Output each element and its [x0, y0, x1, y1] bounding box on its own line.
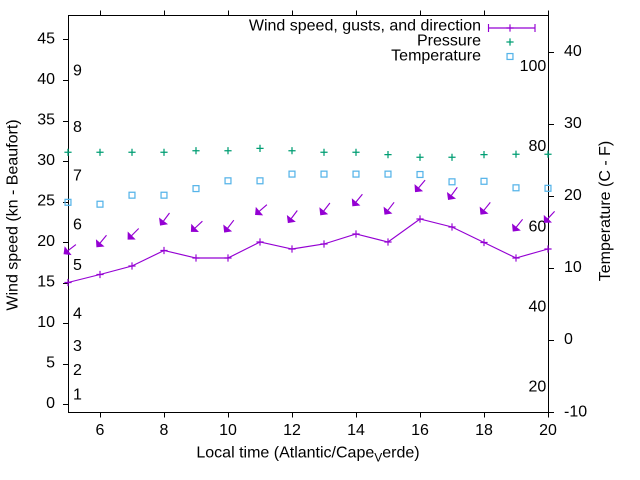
svg-text:Temperature (C - F): Temperature (C - F) [597, 141, 614, 281]
svg-text:8: 8 [160, 422, 169, 439]
svg-text:20: 20 [37, 233, 55, 250]
svg-text:20: 20 [529, 379, 547, 396]
svg-text:40: 40 [37, 71, 55, 88]
svg-text:100: 100 [520, 58, 547, 75]
svg-text:25: 25 [37, 193, 55, 210]
svg-text:Pressure: Pressure [417, 33, 481, 50]
svg-text:6: 6 [96, 422, 105, 439]
svg-text:20: 20 [539, 422, 557, 439]
svg-text:10: 10 [564, 259, 582, 276]
svg-text:5: 5 [73, 257, 82, 274]
svg-text:9: 9 [73, 62, 82, 79]
svg-text:10: 10 [37, 314, 55, 331]
svg-text:40: 40 [564, 43, 582, 60]
svg-text:35: 35 [37, 111, 55, 128]
svg-text:5: 5 [46, 355, 55, 372]
svg-text:10: 10 [219, 422, 237, 439]
svg-text:Wind speed, gusts, and directi: Wind speed, gusts, and direction [249, 18, 481, 35]
svg-text:40: 40 [529, 298, 547, 315]
svg-text:0: 0 [564, 331, 573, 348]
svg-text:-10: -10 [564, 403, 587, 420]
svg-text:45: 45 [37, 30, 55, 47]
svg-text:2: 2 [73, 362, 82, 379]
svg-text:80: 80 [529, 138, 547, 155]
svg-text:12: 12 [283, 422, 301, 439]
svg-text:Local time (Atlantic/CapeVerde: Local time (Atlantic/CapeVerde) [196, 444, 419, 464]
svg-text:8: 8 [73, 119, 82, 136]
svg-text:18: 18 [475, 422, 493, 439]
svg-text:60: 60 [529, 218, 547, 235]
svg-text:Temperature: Temperature [391, 47, 481, 64]
svg-text:30: 30 [37, 152, 55, 169]
svg-text:4: 4 [73, 305, 82, 322]
svg-text:30: 30 [564, 115, 582, 132]
svg-text:7: 7 [73, 168, 82, 185]
svg-text:6: 6 [73, 216, 82, 233]
svg-text:20: 20 [564, 187, 582, 204]
svg-text:3: 3 [73, 338, 82, 355]
svg-text:1: 1 [73, 387, 82, 404]
svg-text:16: 16 [411, 422, 429, 439]
svg-text:14: 14 [347, 422, 365, 439]
svg-text:15: 15 [37, 274, 55, 291]
svg-text:0: 0 [46, 395, 55, 412]
svg-text:Wind speed (kn - Beaufort): Wind speed (kn - Beaufort) [5, 119, 22, 310]
